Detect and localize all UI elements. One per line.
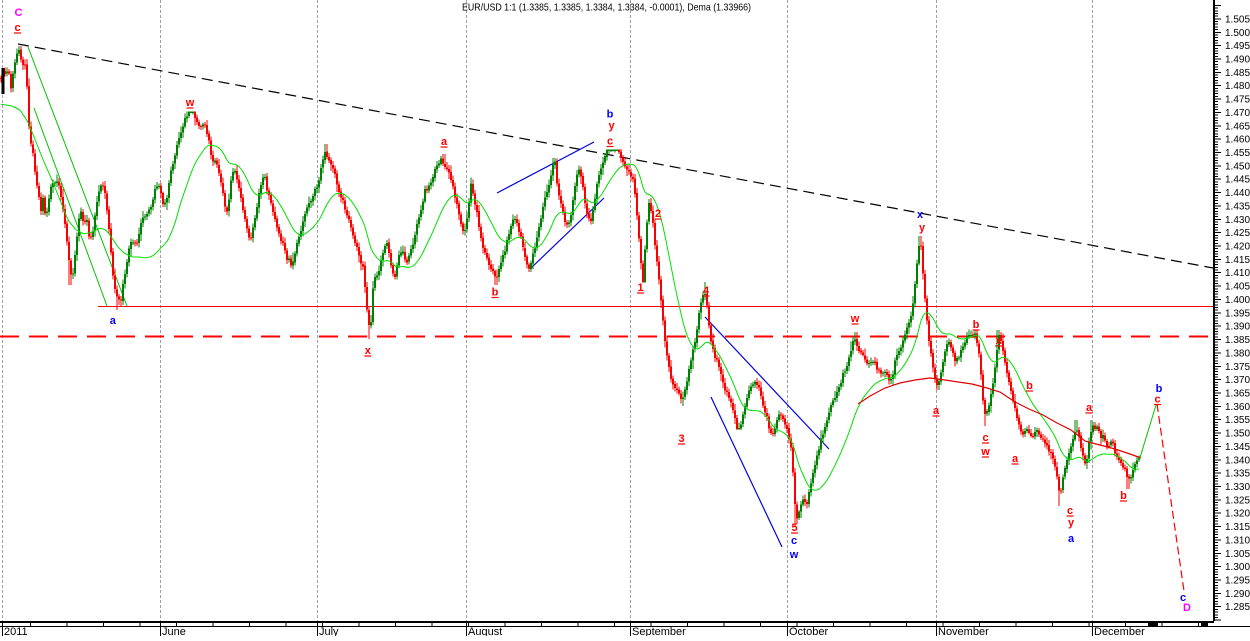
svg-text:a: a — [933, 405, 940, 417]
svg-text:October: October — [789, 626, 828, 636]
svg-text:C: C — [15, 7, 23, 19]
svg-text:1.400: 1.400 — [1225, 295, 1250, 306]
svg-text:w: w — [980, 446, 990, 458]
svg-text:c: c — [1067, 505, 1073, 517]
svg-text:D: D — [1183, 602, 1191, 614]
svg-text:1.420: 1.420 — [1225, 242, 1250, 253]
svg-text:1.470: 1.470 — [1225, 108, 1250, 119]
svg-text:1.480: 1.480 — [1225, 81, 1250, 92]
svg-text:x: x — [995, 335, 1002, 347]
svg-text:1.505: 1.505 — [1225, 14, 1250, 25]
svg-text:b: b — [1026, 380, 1033, 392]
svg-text:b: b — [973, 319, 980, 331]
svg-text:1.465: 1.465 — [1225, 121, 1250, 132]
svg-text:1.490: 1.490 — [1225, 55, 1250, 66]
svg-text:December: December — [1094, 626, 1145, 636]
svg-text:c: c — [1154, 394, 1160, 406]
svg-text:c: c — [607, 136, 613, 148]
svg-text:1.410: 1.410 — [1225, 268, 1250, 279]
svg-text:1.440: 1.440 — [1225, 188, 1250, 199]
svg-text:2: 2 — [655, 208, 661, 220]
svg-text:August: August — [468, 626, 502, 636]
svg-text:1.425: 1.425 — [1225, 228, 1250, 239]
svg-text:1.500: 1.500 — [1225, 28, 1250, 39]
svg-text:November: November — [938, 626, 989, 636]
svg-text:1.390: 1.390 — [1225, 322, 1250, 333]
svg-text:a: a — [1086, 402, 1093, 414]
svg-text:c: c — [982, 432, 988, 444]
svg-text:a: a — [1068, 533, 1075, 545]
svg-text:1.315: 1.315 — [1225, 522, 1250, 533]
svg-text:w: w — [789, 549, 799, 561]
svg-text:1.365: 1.365 — [1225, 389, 1250, 400]
svg-text:1.335: 1.335 — [1225, 469, 1250, 480]
svg-text:c: c — [1180, 592, 1186, 604]
svg-text:1.360: 1.360 — [1225, 402, 1250, 413]
svg-text:1.355: 1.355 — [1225, 415, 1250, 426]
svg-text:June: June — [162, 626, 186, 636]
svg-text:July: July — [319, 626, 339, 636]
svg-text:1.460: 1.460 — [1225, 135, 1250, 146]
svg-text:a: a — [110, 315, 117, 327]
svg-text:1.370: 1.370 — [1225, 375, 1250, 386]
svg-text:1.485: 1.485 — [1225, 68, 1250, 79]
svg-text:c: c — [791, 535, 797, 547]
svg-text:y: y — [1068, 517, 1075, 529]
svg-text:1.450: 1.450 — [1225, 161, 1250, 172]
svg-text:a: a — [1012, 453, 1019, 465]
svg-text:1.325: 1.325 — [1225, 495, 1250, 506]
svg-text:1.445: 1.445 — [1225, 175, 1250, 186]
svg-text:c: c — [14, 22, 20, 34]
svg-text:1.395: 1.395 — [1225, 308, 1250, 319]
svg-text:1.455: 1.455 — [1225, 148, 1250, 159]
svg-text:a: a — [441, 136, 448, 148]
svg-text:1.375: 1.375 — [1225, 362, 1250, 373]
svg-text:b: b — [1156, 383, 1163, 395]
svg-text:b: b — [607, 109, 614, 121]
svg-text:1.415: 1.415 — [1225, 255, 1250, 266]
svg-text:September: September — [632, 626, 686, 636]
svg-text:1.295: 1.295 — [1225, 576, 1250, 587]
svg-text:1.305: 1.305 — [1225, 549, 1250, 560]
svg-text:w: w — [850, 313, 860, 325]
svg-text:x: x — [365, 345, 372, 357]
svg-text:w: w — [185, 97, 195, 109]
svg-text:1.380: 1.380 — [1225, 348, 1250, 359]
svg-text:1.340: 1.340 — [1225, 455, 1250, 466]
svg-text:4: 4 — [703, 285, 710, 297]
svg-text:1.350: 1.350 — [1225, 429, 1250, 440]
svg-text:b: b — [492, 287, 499, 299]
svg-text:y: y — [608, 120, 615, 132]
svg-text:1.405: 1.405 — [1225, 282, 1250, 293]
svg-text:1.290: 1.290 — [1225, 589, 1250, 600]
svg-text:5: 5 — [791, 522, 797, 534]
svg-text:1.285: 1.285 — [1225, 602, 1250, 613]
svg-text:y: y — [919, 222, 926, 234]
svg-text:1.385: 1.385 — [1225, 335, 1250, 346]
svg-text:b: b — [1120, 490, 1127, 502]
svg-text:1.475: 1.475 — [1225, 95, 1250, 106]
svg-text:2011: 2011 — [4, 626, 28, 636]
svg-text:EUR/USD 1:1 (1.3385, 1.3385, 1: EUR/USD 1:1 (1.3385, 1.3385, 1.3384, 1.3… — [462, 2, 751, 14]
svg-text:1.345: 1.345 — [1225, 442, 1250, 453]
svg-text:x: x — [917, 209, 924, 221]
svg-text:1.300: 1.300 — [1225, 562, 1250, 573]
svg-text:1.430: 1.430 — [1225, 215, 1250, 226]
svg-text:1.435: 1.435 — [1225, 201, 1250, 212]
svg-text:3: 3 — [678, 433, 684, 445]
svg-text:1.320: 1.320 — [1225, 509, 1250, 520]
svg-text:1.495: 1.495 — [1225, 41, 1250, 52]
svg-text:1.330: 1.330 — [1225, 482, 1250, 493]
svg-text:1.310: 1.310 — [1225, 535, 1250, 546]
svg-text:1: 1 — [637, 282, 643, 294]
